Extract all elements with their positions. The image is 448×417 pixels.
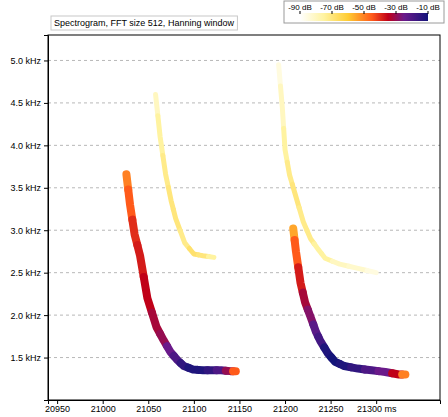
spectral-ridge bbox=[367, 271, 376, 273]
title-box: Spectrogram, FFT size 512, Hanning windo… bbox=[51, 16, 237, 30]
y-tick-mark bbox=[44, 60, 48, 61]
x-axis: 20950 21000 21050 21100 21150 21200 21250 21300… bbox=[45, 400, 440, 414]
x-tick: 21100 bbox=[182, 400, 206, 414]
chart: 20950 21000 21050 21100 21150 21200 21250 21300… bbox=[0, 0, 448, 417]
y-tick-label: 2.5 kHz bbox=[10, 268, 41, 278]
x-tick-label: 20950 bbox=[45, 404, 70, 414]
y-tick-mark bbox=[44, 230, 48, 231]
x-tick: 21150 bbox=[228, 400, 252, 414]
x-tick-label: 21100 bbox=[182, 404, 206, 414]
y-tick-mark bbox=[44, 188, 48, 189]
grid-line bbox=[48, 187, 440, 188]
grid-line bbox=[48, 272, 440, 273]
spectral-ridge bbox=[158, 116, 163, 156]
grid-line bbox=[48, 145, 440, 146]
spectral-ridge bbox=[180, 231, 189, 249]
spectral-ridge bbox=[284, 128, 288, 162]
colorbar-tick-label: -30 dB bbox=[384, 3, 408, 12]
x-tick-label: 21150 bbox=[228, 404, 252, 414]
y-tick-label: 5.0 kHz bbox=[10, 56, 41, 66]
y-axis: 1.5 kHz 2.0 kHz 2.5 kHz 3.0 kHz 3.5 kHz 4.0 k… bbox=[10, 36, 48, 401]
spectral-ridge bbox=[168, 187, 173, 209]
x-tick-label: 21000 bbox=[91, 404, 116, 414]
spectral-ridge bbox=[287, 162, 292, 184]
y-tick-label: 3.0 kHz bbox=[10, 226, 41, 236]
y-tick: 3.5 kHz bbox=[10, 183, 48, 193]
grid-line bbox=[48, 315, 440, 316]
grid-line bbox=[48, 357, 440, 358]
spectral-ridge bbox=[173, 209, 180, 230]
y-axis-line bbox=[44, 36, 49, 401]
spectral-ridge bbox=[332, 261, 348, 266]
y-tick-label: 3.5 kHz bbox=[10, 183, 41, 193]
grid bbox=[48, 60, 440, 357]
x-tick-label: 21300 ms bbox=[357, 404, 397, 414]
y-tick: 4.5 kHz bbox=[10, 98, 48, 108]
title: Spectrogram, FFT size 512, Hanning windo… bbox=[54, 18, 234, 28]
x-tick: 21250 bbox=[319, 400, 344, 414]
spectral-ridge bbox=[208, 254, 213, 260]
x-tick: 21300 ms bbox=[357, 400, 397, 414]
x-tick-label: 21250 bbox=[319, 404, 344, 414]
spectral-ridge bbox=[280, 86, 283, 128]
x-tick-label: 21050 bbox=[136, 404, 161, 414]
y-tick-label: 2.0 kHz bbox=[10, 310, 41, 320]
y-tick-label: 4.0 kHz bbox=[10, 141, 41, 151]
y-tick-mark bbox=[44, 145, 48, 146]
y-tick-mark bbox=[44, 103, 48, 104]
title-frame bbox=[51, 16, 237, 30]
y-tick: 2.5 kHz bbox=[10, 268, 48, 278]
x-tick: 20950 bbox=[45, 400, 70, 414]
grid-line bbox=[48, 102, 440, 103]
y-tick-label: 1.5 kHz bbox=[10, 353, 41, 363]
spectral-ridge bbox=[144, 277, 152, 313]
y-tick: 5.0 kHz bbox=[10, 56, 48, 66]
colorbar-tick-label: -50 dB bbox=[352, 3, 376, 12]
spectral-ridge bbox=[163, 156, 168, 188]
colorbar-box bbox=[284, 1, 444, 23]
spectral-ridge bbox=[292, 184, 299, 207]
y-tick-mark bbox=[44, 273, 48, 274]
spectral-ridge bbox=[233, 367, 236, 375]
plot-frame bbox=[48, 35, 440, 400]
colorbar-tick-label: -10 dB bbox=[416, 3, 440, 12]
colorbar: -90 dB -70 dB -50 dB -30 dB -10 dB bbox=[284, 1, 444, 23]
y-tick: 4.0 kHz bbox=[10, 141, 48, 151]
x-tick: 21000 bbox=[91, 400, 116, 414]
x-tick: 21200 bbox=[273, 400, 298, 414]
y-tick-mark bbox=[44, 358, 48, 359]
x-tick: 21050 bbox=[136, 400, 161, 414]
spectral-ridge bbox=[299, 208, 307, 230]
spectral-ridge bbox=[128, 189, 132, 219]
y-tick-mark bbox=[44, 315, 48, 316]
spectral-ridge bbox=[295, 240, 299, 267]
x-tick-label: 21200 bbox=[273, 404, 298, 414]
colorbar-tick-label: -90 dB bbox=[288, 3, 312, 12]
spectral-ridge bbox=[156, 94, 158, 115]
y-tick-label: 4.5 kHz bbox=[10, 98, 41, 108]
spectral-ridge bbox=[137, 245, 143, 277]
grid-line bbox=[48, 230, 440, 231]
colorbar-tick-label: -70 dB bbox=[320, 3, 344, 12]
y-tick: 2.0 kHz bbox=[10, 310, 48, 320]
y-tick: 1.5 kHz bbox=[10, 353, 48, 363]
spectral-ridge bbox=[402, 371, 405, 379]
colorbar-gradient bbox=[300, 13, 428, 21]
spectral-ridge bbox=[349, 266, 367, 270]
spectral-ridge bbox=[279, 65, 281, 86]
y-tick: 3.0 kHz bbox=[10, 226, 48, 236]
grid-line bbox=[48, 60, 440, 61]
marks bbox=[126, 65, 405, 375]
